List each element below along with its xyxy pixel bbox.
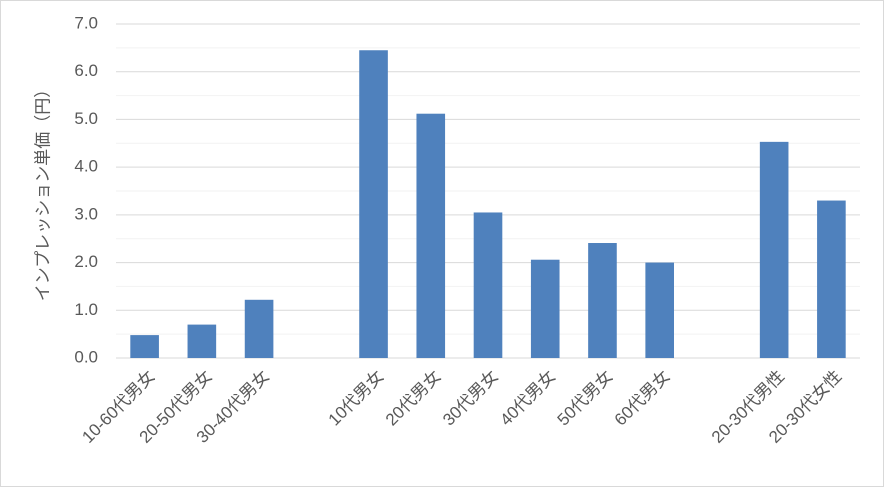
bar <box>588 243 617 358</box>
y-tick-label: 2.0 <box>74 252 98 271</box>
bar <box>130 335 159 358</box>
y-tick-label: 5.0 <box>74 109 98 128</box>
bar <box>244 299 274 358</box>
bar <box>530 259 560 358</box>
y-tick-label: 3.0 <box>74 204 98 223</box>
y-tick-label: 0.0 <box>74 347 98 366</box>
y-tick-label: 1.0 <box>74 300 98 319</box>
bar <box>359 50 388 358</box>
y-tick-label: 4.0 <box>74 157 98 176</box>
bar <box>645 262 674 358</box>
y-axis-label: インプレッション単価（円） <box>33 81 52 302</box>
bar <box>187 324 217 358</box>
y-tick-label: 6.0 <box>74 61 98 80</box>
bar <box>473 212 503 358</box>
bar <box>817 200 846 358</box>
bar <box>416 113 446 359</box>
y-tick-label: 7.0 <box>74 13 98 32</box>
bar <box>759 141 789 358</box>
